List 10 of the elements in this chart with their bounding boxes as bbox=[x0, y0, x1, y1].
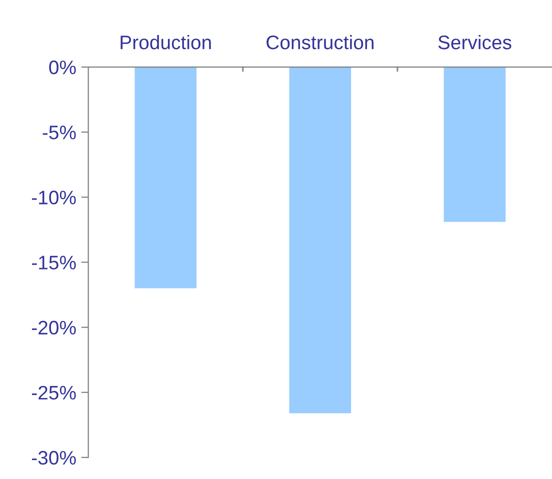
y-tick-label: -30% bbox=[32, 450, 76, 465]
x-tick-label: Production bbox=[120, 35, 211, 50]
x-tick-label: Construction bbox=[266, 35, 374, 50]
y-tick-label: -25% bbox=[32, 386, 76, 400]
y-tick-label: 0% bbox=[49, 60, 76, 74]
y-tick-label: -15% bbox=[32, 256, 76, 270]
y-tick-label: -10% bbox=[32, 190, 76, 204]
y-tick-label: -5% bbox=[42, 126, 76, 140]
y-tick-label: -20% bbox=[32, 320, 76, 335]
x-tick-label: Services bbox=[438, 35, 512, 50]
